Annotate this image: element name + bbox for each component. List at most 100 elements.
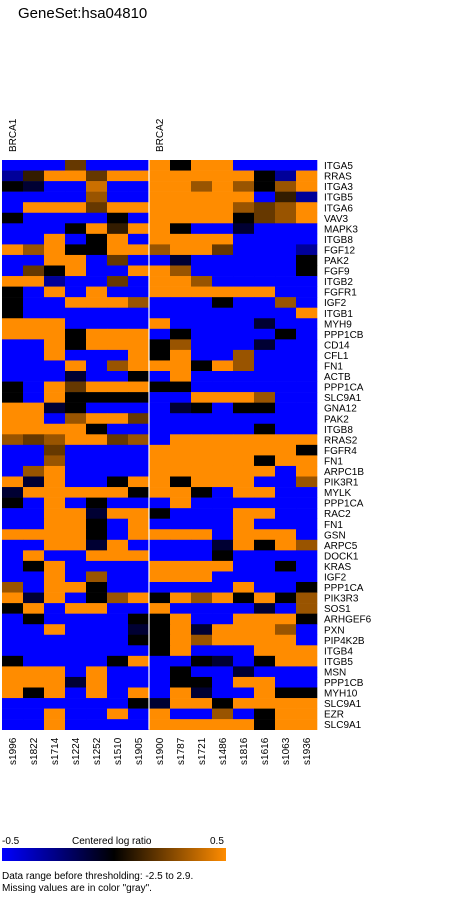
heatmap-cell [212, 297, 234, 308]
heatmap-cell [107, 276, 129, 287]
heatmap-cell [296, 328, 318, 340]
heatmap-cell [128, 560, 150, 572]
heatmap-cell [233, 339, 255, 351]
heatmap-cell [23, 476, 45, 488]
heatmap-cell [275, 487, 297, 498]
heatmap-cell [212, 539, 234, 551]
heatmap-cell [44, 254, 66, 266]
heatmap-cell [254, 539, 276, 551]
heatmap-cell [149, 719, 171, 730]
heatmap-cell [107, 687, 129, 699]
heatmap-cell [65, 444, 87, 456]
heatmap-cell [296, 487, 318, 498]
heatmap-cell [107, 371, 129, 382]
heatmap-cell [2, 476, 24, 488]
heatmap-cell [275, 529, 297, 541]
heatmap-cell [170, 592, 192, 604]
row-label: MYLK [324, 488, 352, 499]
row-label: FN1 [324, 362, 343, 373]
heatmap-cell [191, 529, 213, 541]
heatmap-cell [233, 170, 255, 182]
heatmap-cell [86, 666, 108, 678]
heatmap-cell [170, 676, 192, 688]
heatmap-cell [23, 603, 45, 614]
heatmap-cell [296, 476, 318, 488]
heatmap-cell [233, 550, 255, 562]
heatmap-cell [44, 465, 66, 477]
heatmap-cell [44, 613, 66, 625]
heatmap-cell [107, 318, 129, 330]
heatmap-cell [128, 339, 150, 351]
heatmap-cell [191, 487, 213, 498]
heatmap-cell [275, 170, 297, 182]
heatmap-cell [170, 392, 192, 403]
heatmap-cell [191, 191, 213, 203]
heatmap-cell [107, 328, 129, 340]
heatmap-cell [170, 160, 192, 171]
colorbar [2, 848, 226, 861]
heatmap-cell [65, 571, 87, 583]
heatmap-cell [44, 170, 66, 182]
heatmap-cell [191, 539, 213, 551]
heatmap-cell [170, 560, 192, 572]
heatmap-cell [275, 655, 297, 667]
heatmap-cell [107, 360, 129, 372]
heatmap-cell [212, 582, 234, 593]
heatmap-cell [107, 297, 129, 308]
heatmap-cell [212, 307, 234, 319]
heatmap-cell [44, 603, 66, 614]
heatmap-cell [44, 508, 66, 519]
heatmap-cell [128, 571, 150, 583]
heatmap-cell [86, 392, 108, 403]
heatmap-cell [2, 423, 24, 435]
heatmap-cell [65, 676, 87, 688]
heatmap-cell [170, 318, 192, 330]
heatmap-cell [44, 708, 66, 720]
heatmap-cell [191, 603, 213, 614]
heatmap-cell [86, 529, 108, 541]
row-label: EZR [324, 710, 344, 721]
heatmap-cell [170, 539, 192, 551]
heatmap-cell [254, 434, 276, 446]
heatmap-cell [212, 465, 234, 477]
heatmap-cell [254, 286, 276, 298]
heatmap-cell [170, 339, 192, 351]
heatmap-cell [44, 392, 66, 403]
heatmap-cell [149, 212, 171, 224]
heatmap-chart: BRCA1 BRCA2 ITGA5RRASITGA3ITGB5ITGA6VAV3M… [2, 118, 372, 765]
heatmap-cell [86, 381, 108, 393]
heatmap-cell [128, 634, 150, 646]
heatmap-cell [296, 286, 318, 298]
row-label: MYH10 [324, 689, 358, 700]
heatmap-cell [296, 698, 318, 709]
heatmap-cell [233, 634, 255, 646]
heatmap-cell [296, 181, 318, 192]
heatmap-cell [2, 687, 24, 699]
heatmap-cell [128, 518, 150, 530]
heatmap-cell [128, 603, 150, 614]
heatmap-cell [2, 254, 24, 266]
heatmap-cell [275, 539, 297, 551]
heatmap-cell [86, 423, 108, 435]
heatmap-cell [128, 423, 150, 435]
heatmap-cell [149, 286, 171, 298]
heatmap-cell [23, 202, 45, 214]
heatmap-cell [170, 434, 192, 446]
row-label: ARPC5 [324, 541, 358, 552]
heatmap-cell [212, 381, 234, 393]
heatmap-cell [65, 655, 87, 667]
heatmap-cell [128, 328, 150, 340]
heatmap-cell [86, 497, 108, 509]
heatmap-cell [2, 328, 24, 340]
heatmap-cell [23, 265, 45, 277]
heatmap-cell [191, 286, 213, 298]
heatmap-cell [254, 582, 276, 593]
heatmap-cell [170, 444, 192, 456]
heatmap-cell [23, 518, 45, 530]
heatmap-cell [107, 476, 129, 488]
heatmap-cell [212, 476, 234, 488]
heatmap-cell [149, 698, 171, 709]
heatmap-cell [23, 592, 45, 604]
heatmap-cell [86, 487, 108, 498]
row-label: ITGB1 [324, 309, 353, 320]
